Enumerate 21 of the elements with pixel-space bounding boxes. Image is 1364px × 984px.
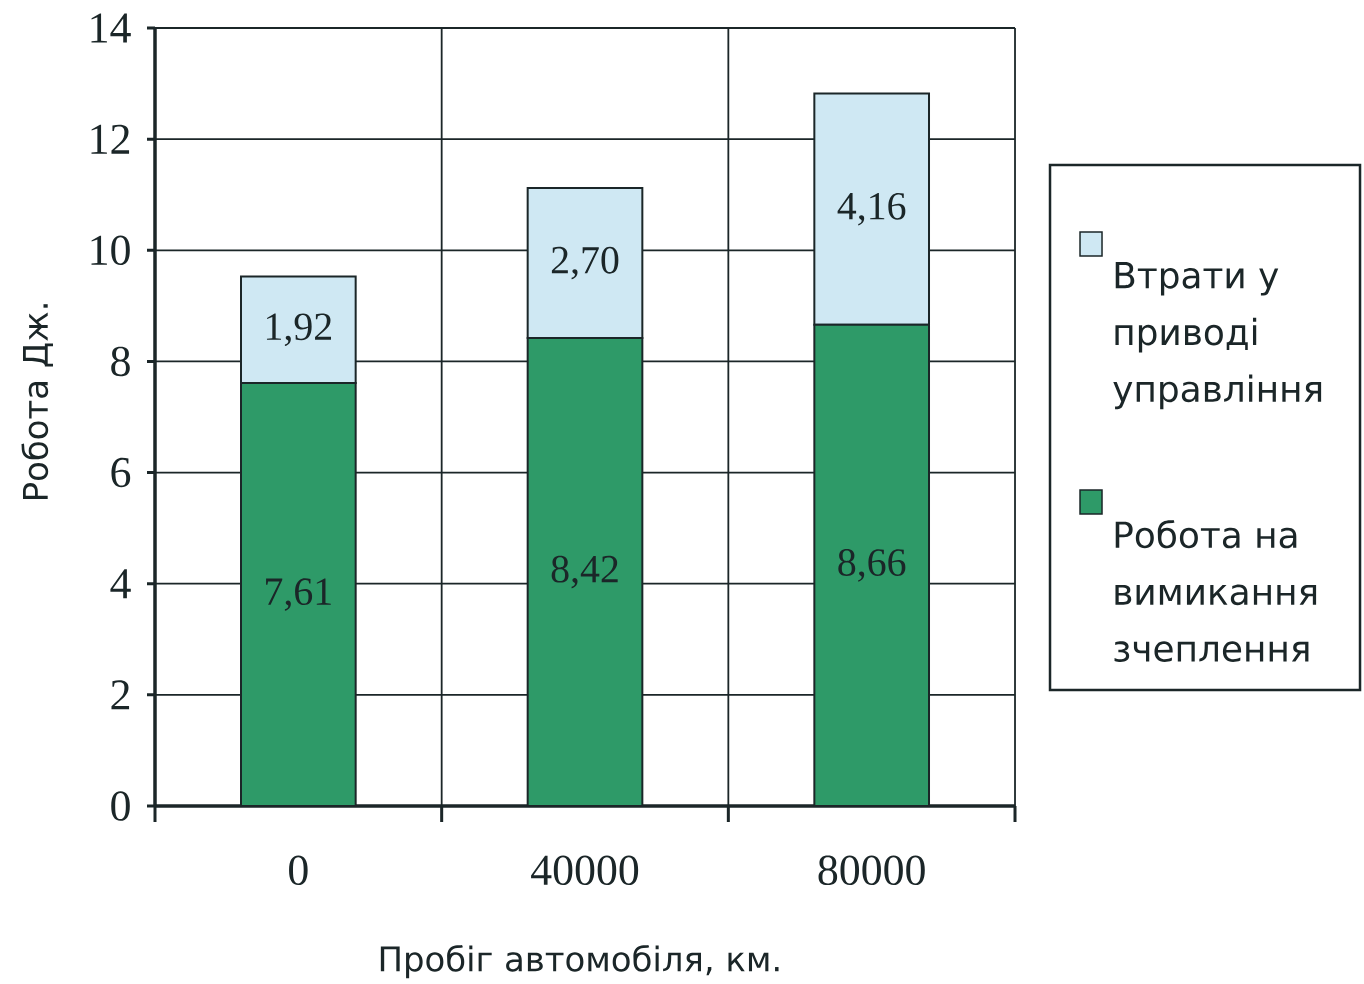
x-tick-label: 40000 xyxy=(531,855,639,886)
y-tick-label: 14 xyxy=(91,13,131,43)
data-label: 2,70 xyxy=(551,246,619,280)
y-tick-label: 8 xyxy=(111,346,130,377)
y-tick-label: 12 xyxy=(91,124,130,154)
x-tick-label: 0 xyxy=(289,855,308,886)
y-tick-label: 2 xyxy=(111,680,130,710)
data-label: 4,16 xyxy=(837,192,906,226)
x-axis-title: Пробіг автомобіля, км. xyxy=(380,944,779,979)
y-tick-label: 6 xyxy=(111,457,131,488)
data-label: 8,42 xyxy=(551,555,618,589)
legend-label: Робота на вимикання зчеплення xyxy=(1114,520,1317,662)
y-axis-title: Робота Дж. xyxy=(21,304,53,499)
legend-label: Втрати у приводі управління xyxy=(1113,262,1322,410)
data-label: 1,92 xyxy=(266,313,331,346)
y-tick-label: 0 xyxy=(111,791,130,821)
y-tick-label: 10 xyxy=(91,235,130,266)
data-label: 8,66 xyxy=(838,549,906,582)
y-tick-label: 4 xyxy=(110,569,131,599)
x-tick-label: 80000 xyxy=(818,855,925,886)
data-label: 7,61 xyxy=(266,578,331,611)
